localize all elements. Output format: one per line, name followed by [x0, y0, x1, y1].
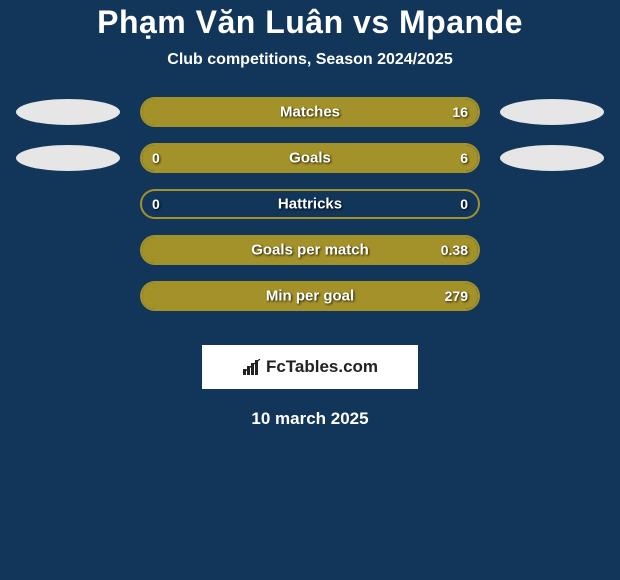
left-player-marker: [16, 99, 120, 125]
stat-label: Matches: [280, 104, 340, 121]
right-player-marker: [500, 99, 604, 125]
stat-bar: 0.38 Goals per match: [140, 235, 480, 265]
compare-row: 279 Min per goal: [16, 281, 604, 311]
right-player-marker: [500, 145, 604, 171]
page-title: Phạm Văn Luân vs Mpande: [0, 4, 620, 41]
date-text: 10 march 2025: [0, 409, 620, 429]
compare-row: 16 Matches: [16, 97, 604, 127]
stat-bar: 16 Matches: [140, 97, 480, 127]
stat-value-right: 6: [460, 150, 468, 166]
stat-label: Hattricks: [278, 196, 342, 213]
barchart-icon: [242, 359, 262, 375]
compare-row: 0.38 Goals per match: [16, 235, 604, 265]
stat-label: Goals: [289, 150, 331, 167]
subtitle: Club competitions, Season 2024/2025: [0, 51, 620, 69]
stat-label: Min per goal: [266, 288, 354, 305]
compare-row: 0 6 Goals: [16, 143, 604, 173]
stat-value-left: 0: [152, 196, 160, 212]
compare-row: 0 0 Hattricks: [16, 189, 604, 219]
stat-bar: 0 6 Goals: [140, 143, 480, 173]
bar-fill-right: [202, 145, 478, 171]
brand-text: FcTables.com: [266, 357, 378, 377]
stat-value-right: 279: [445, 288, 468, 304]
stat-bar: 279 Min per goal: [140, 281, 480, 311]
brand-badge: FcTables.com: [202, 345, 418, 389]
stat-value-right: 0: [460, 196, 468, 212]
stat-value-right: 0.38: [441, 242, 468, 258]
left-player-marker: [16, 145, 120, 171]
stat-value-right: 16: [452, 104, 468, 120]
stat-bar: 0 0 Hattricks: [140, 189, 480, 219]
stat-value-left: 0: [152, 150, 160, 166]
comparison-bars: 16 Matches 0 6 Goals 0 0 Hattricks 0.38 Goals per…: [0, 97, 620, 327]
infographic-container: Phạm Văn Luân vs Mpande Club competition…: [0, 0, 620, 429]
stat-label: Goals per match: [251, 242, 369, 259]
